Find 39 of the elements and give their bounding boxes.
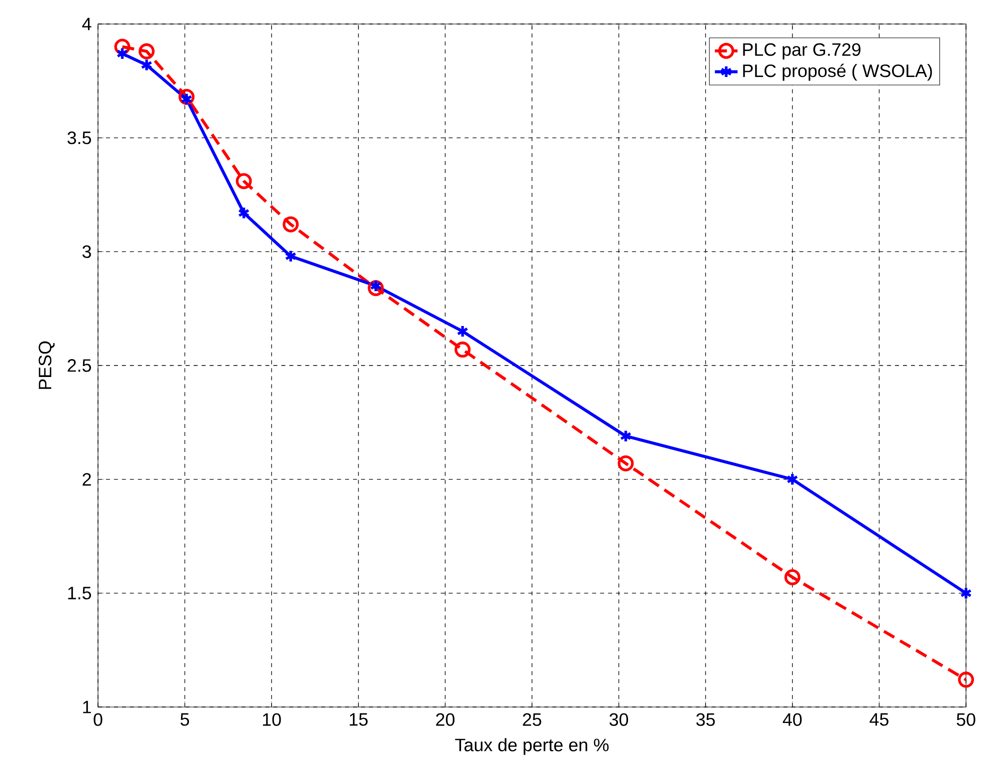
point	[786, 472, 798, 486]
x-tick-label: 25	[522, 713, 542, 726]
x-tick-label: 45	[870, 713, 888, 726]
x-tick-label: 40	[782, 713, 802, 726]
point	[370, 279, 382, 292]
point	[618, 455, 634, 472]
x-tick-label: 20	[436, 713, 454, 726]
legend-label: PLC proposé ( WSOLA)	[743, 64, 932, 81]
point	[116, 46, 128, 60]
x-tick-label: 0	[94, 713, 102, 726]
y-tick-label: 4	[82, 18, 92, 30]
point	[138, 43, 155, 60]
x-tick-label: 35	[696, 713, 715, 726]
x-tick-label: 15	[350, 713, 368, 726]
x-tick-label: 50	[956, 713, 976, 726]
x-tick-label: 10	[263, 713, 281, 726]
point	[236, 173, 252, 190]
x-tick-label: 30	[610, 713, 628, 726]
point	[284, 250, 297, 263]
y-tick-label: 1	[83, 700, 91, 714]
point	[140, 58, 153, 72]
point	[238, 206, 250, 220]
y-tick-label: 2.5	[68, 359, 92, 372]
point	[180, 92, 192, 106]
point	[454, 342, 471, 358]
point	[958, 672, 974, 688]
point	[960, 586, 972, 600]
point	[784, 569, 800, 586]
point	[456, 324, 469, 338]
y-tick-label: 3.5	[68, 131, 92, 144]
point	[620, 429, 632, 443]
y-tick-label: 1.5	[68, 586, 92, 600]
y-tick-label: 3	[82, 245, 91, 258]
y-axis-title: PESQ	[38, 341, 55, 389]
x-tick-label: 5	[180, 713, 190, 726]
y-tick-label: 2	[82, 473, 91, 486]
point	[282, 216, 299, 232]
legend-label: PLC par G.729	[743, 43, 860, 60]
x-axis-title: Taux de perte en %	[455, 738, 609, 755]
